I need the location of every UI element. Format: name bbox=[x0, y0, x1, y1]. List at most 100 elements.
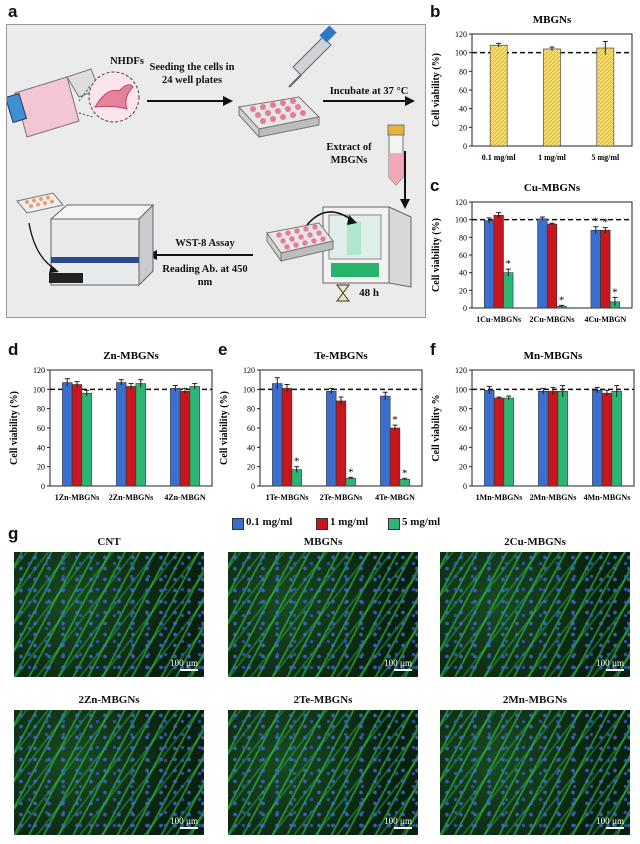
chart-f: Mn-MBGNs Cell viability % 0 20 40 60 80 100 120 1… bbox=[431, 350, 635, 502]
micrograph-title-0: CNT bbox=[97, 536, 121, 548]
bar-4Zn-MBGN-1 bbox=[179, 390, 191, 487]
bar-4Cu-MBGN-1 bbox=[600, 229, 611, 309]
micrograph-2zn: 100 µm bbox=[14, 710, 204, 835]
panel-letter-g: g bbox=[8, 524, 19, 543]
label-reading: Reading Ab. at 450 nm bbox=[162, 264, 248, 289]
bar-0.1 mg/ml-0 bbox=[489, 44, 508, 147]
legend: 0.1 mg/ml 1 mg/ml 5 mg/ml bbox=[232, 516, 452, 532]
x-tick-label: 2Zn-MBGNs bbox=[109, 493, 153, 502]
y-tick-label: 20 bbox=[459, 286, 467, 295]
bar-1Zn-MBGNs-0 bbox=[62, 382, 73, 487]
legend-label-2: 5 mg/ml bbox=[402, 516, 441, 528]
bar-1Zn-MBGNs-1 bbox=[71, 384, 83, 487]
workflow-drawing bbox=[4, 25, 415, 302]
chart-title: Te-MBGNs bbox=[314, 350, 368, 362]
y-tick-label: 120 bbox=[455, 30, 467, 39]
y-tick-label: 120 bbox=[243, 366, 255, 375]
scale-bar: 100 µm bbox=[170, 658, 198, 671]
panel-letter-f: f bbox=[430, 340, 436, 359]
scale-bar: 100 µm bbox=[170, 816, 198, 829]
x-tick-label: 2Te-MBGNs bbox=[320, 493, 363, 502]
label-incubate: Incubate at 37 °C bbox=[329, 86, 409, 97]
panel-letter-c: c bbox=[430, 176, 440, 195]
bar-2Te-MBGNs-0 bbox=[326, 390, 337, 487]
y-axis-label: Cell viability (%) bbox=[219, 391, 230, 465]
fibroblast-cell-icon bbox=[78, 71, 140, 123]
y-tick-label: 40 bbox=[459, 443, 467, 452]
label-time: 48 h bbox=[359, 287, 379, 299]
chart-title: MBGNs bbox=[533, 14, 572, 26]
bar-2Mn-MBGNs-1 bbox=[547, 390, 559, 487]
legend-label-0: 0.1 mg/ml bbox=[246, 516, 293, 528]
significance-star: * bbox=[559, 294, 565, 306]
y-tick-label: 80 bbox=[37, 405, 45, 414]
label-nhdfs: NHDFs bbox=[110, 56, 144, 67]
scale-bar: 100 µm bbox=[596, 658, 624, 671]
y-tick-label: 60 bbox=[459, 86, 467, 95]
y-tick-label: 120 bbox=[455, 366, 467, 375]
x-tick-label: 0.1 mg/ml bbox=[482, 153, 517, 162]
bar-4Mn-MBGNs-1 bbox=[601, 392, 613, 487]
bar-4Te-MBGN-2 bbox=[399, 478, 410, 487]
y-tick-label: 120 bbox=[33, 366, 45, 375]
bar-2Cu-MBGNs-0 bbox=[537, 218, 548, 309]
micrograph-mbgns: 100 µm bbox=[228, 552, 418, 677]
significance-star: * bbox=[402, 467, 408, 479]
y-tick-label: 0 bbox=[41, 482, 45, 491]
significance-star: * bbox=[294, 456, 300, 468]
micrograph-title-2: 2Cu-MBGNs bbox=[504, 536, 566, 548]
y-axis-label: Cell viability (%) bbox=[9, 391, 20, 465]
falcon-tube-icon bbox=[387, 124, 405, 186]
bar-4Mn-MBGNs-2 bbox=[611, 390, 622, 487]
x-tick-label: 1Mn-MBGNs bbox=[476, 493, 523, 502]
treated-plate-icon bbox=[266, 222, 334, 263]
y-tick-label: 80 bbox=[459, 67, 467, 76]
bar-4Zn-MBGN-0 bbox=[170, 388, 181, 487]
plate-reader-icon bbox=[49, 203, 155, 287]
micrograph-cnt: 100 µm bbox=[14, 552, 204, 677]
pipette-icon bbox=[288, 25, 337, 88]
y-tick-label: 100 bbox=[455, 49, 467, 58]
y-tick-label: 40 bbox=[247, 443, 255, 452]
micrograph-2mn: 100 µm bbox=[440, 710, 630, 835]
y-tick-label: 60 bbox=[459, 424, 467, 433]
significance-star: * bbox=[506, 258, 512, 270]
x-tick-label: 4Te-MBGN bbox=[375, 493, 415, 502]
chart-b: MBGNs Cell viability (%) 0 20 40 60 80 100 120 0.… bbox=[431, 14, 633, 162]
label-seeding: Seeding the cells in 24 well plates bbox=[149, 62, 235, 87]
y-tick-label: 0 bbox=[463, 482, 467, 491]
y-tick-label: 40 bbox=[459, 105, 467, 114]
significance-star: * bbox=[603, 217, 609, 229]
culture-flask-icon bbox=[4, 68, 100, 138]
bar-2Te-MBGNs-1 bbox=[335, 400, 347, 487]
micrograph-title-5: 2Mn-MBGNs bbox=[502, 694, 568, 706]
y-tick-label: 20 bbox=[37, 463, 45, 472]
x-tick-label: 1Zn-MBGNs bbox=[55, 493, 99, 502]
hourglass-icon bbox=[336, 284, 350, 302]
y-axis-label: Cell viability % bbox=[431, 394, 442, 461]
y-tick-label: 0 bbox=[463, 142, 467, 151]
bar-1Te-MBGNs-1 bbox=[281, 388, 293, 487]
x-tick-label: 1Te-MBGNs bbox=[266, 493, 309, 502]
bar-4Mn-MBGNs-0 bbox=[592, 389, 603, 487]
y-tick-label: 100 bbox=[455, 385, 467, 394]
legend-swatch-green bbox=[388, 518, 400, 530]
chart-title: Mn-MBGNs bbox=[524, 350, 583, 362]
micrograph-title-3: 2Zn-MBGNs bbox=[78, 694, 140, 706]
y-tick-label: 120 bbox=[455, 198, 467, 207]
y-tick-label: 60 bbox=[247, 424, 255, 433]
panel-letter-e: e bbox=[218, 340, 228, 359]
bar-5 mg/ml-0 bbox=[596, 47, 615, 147]
well-plate-icon bbox=[238, 96, 321, 139]
chart-title: Cu-MBGNs bbox=[524, 182, 581, 194]
significance-star: * bbox=[593, 216, 599, 228]
y-tick-label: 100 bbox=[33, 385, 45, 394]
x-tick-label: 4Zn-MBGN bbox=[164, 493, 206, 502]
workflow-schematic: NHDFs Seeding the cells in 24 well plate… bbox=[4, 24, 426, 318]
bar-2Mn-MBGNs-2 bbox=[557, 390, 568, 487]
bar-1Mn-MBGNs-2 bbox=[503, 397, 514, 487]
x-tick-label: 4Mn-MBGNs bbox=[584, 493, 631, 502]
bar-4Zn-MBGN-2 bbox=[189, 386, 200, 487]
chart-e: Te-MBGNs Cell viability (%) 0 20 40 60 80 100 12… bbox=[219, 350, 423, 502]
bar-2Cu-MBGNs-1 bbox=[546, 223, 558, 309]
